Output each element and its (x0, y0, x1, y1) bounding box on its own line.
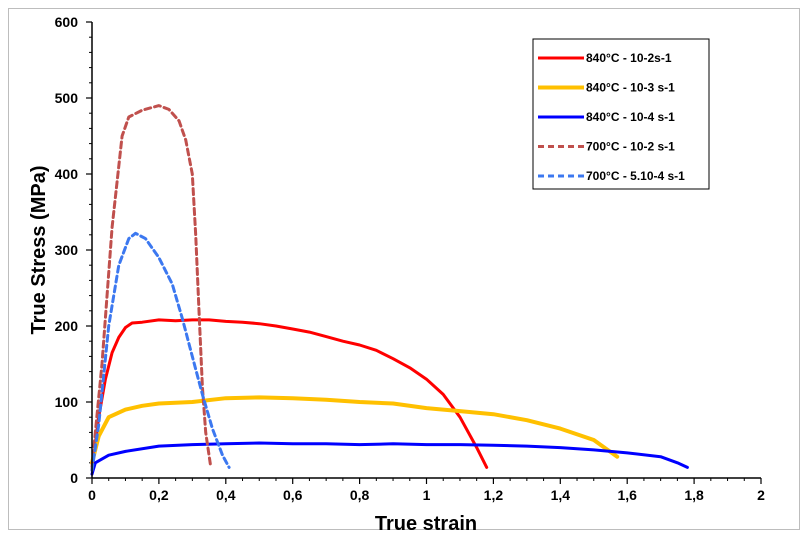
legend: 840°C - 10-2s-1 840°C - 10-3 s-1 840°C - 1… (532, 38, 710, 190)
x-tick-label: 1,2 (484, 487, 504, 503)
series-line-2 (90, 395, 620, 465)
y-tick-label: 400 (55, 166, 79, 182)
x-axis-title: True strain (375, 513, 477, 535)
x-tick-label: 2 (757, 487, 765, 503)
legend-label-4: 700°C - 10-2 s-1 (586, 140, 675, 154)
x-tick-label: 1,6 (617, 487, 637, 503)
legend-label-1: 840°C - 10-2s-1 (586, 51, 672, 65)
series-line-3 (90, 441, 689, 476)
x-tick-label: 0 (88, 487, 96, 503)
legend-box (532, 38, 710, 190)
y-tick-label: 0 (70, 470, 78, 486)
legend-label-5: 700°C - 5.10-4 s-1 (586, 169, 685, 183)
series-line-5 (90, 231, 231, 472)
series-line-1 (90, 318, 489, 472)
y-tick-label: 100 (55, 394, 79, 410)
y-tick-label: 300 (55, 242, 79, 258)
x-tick-label: 0,2 (149, 487, 169, 503)
legend-label-3: 840°C - 10-4 s-1 (586, 110, 675, 124)
y-axis-title: True Stress (MPa) (28, 166, 50, 335)
x-tick-label: 1 (423, 487, 431, 503)
x-tick-label: 1,4 (551, 487, 571, 503)
y-tick-label: 200 (55, 318, 79, 334)
x-axis-ticks: 0 0,2 0,4 0,6 0,8 1 1,2 1,4 1,6 1,8 2 (88, 478, 765, 503)
series-line-4 (90, 104, 213, 469)
y-tick-label: 600 (55, 14, 79, 30)
y-axis-ticks: 0 100 200 300 400 500 600 (55, 14, 92, 486)
y-tick-label: 500 (55, 90, 79, 106)
series-layer (90, 104, 689, 476)
legend-label-2: 840°C - 10-3 s-1 (586, 81, 675, 95)
x-tick-label: 0,4 (216, 487, 236, 503)
chart-frame (8, 8, 800, 530)
x-tick-label: 0,6 (283, 487, 303, 503)
x-tick-label: 1,8 (684, 487, 704, 503)
x-tick-label: 0,8 (350, 487, 370, 503)
